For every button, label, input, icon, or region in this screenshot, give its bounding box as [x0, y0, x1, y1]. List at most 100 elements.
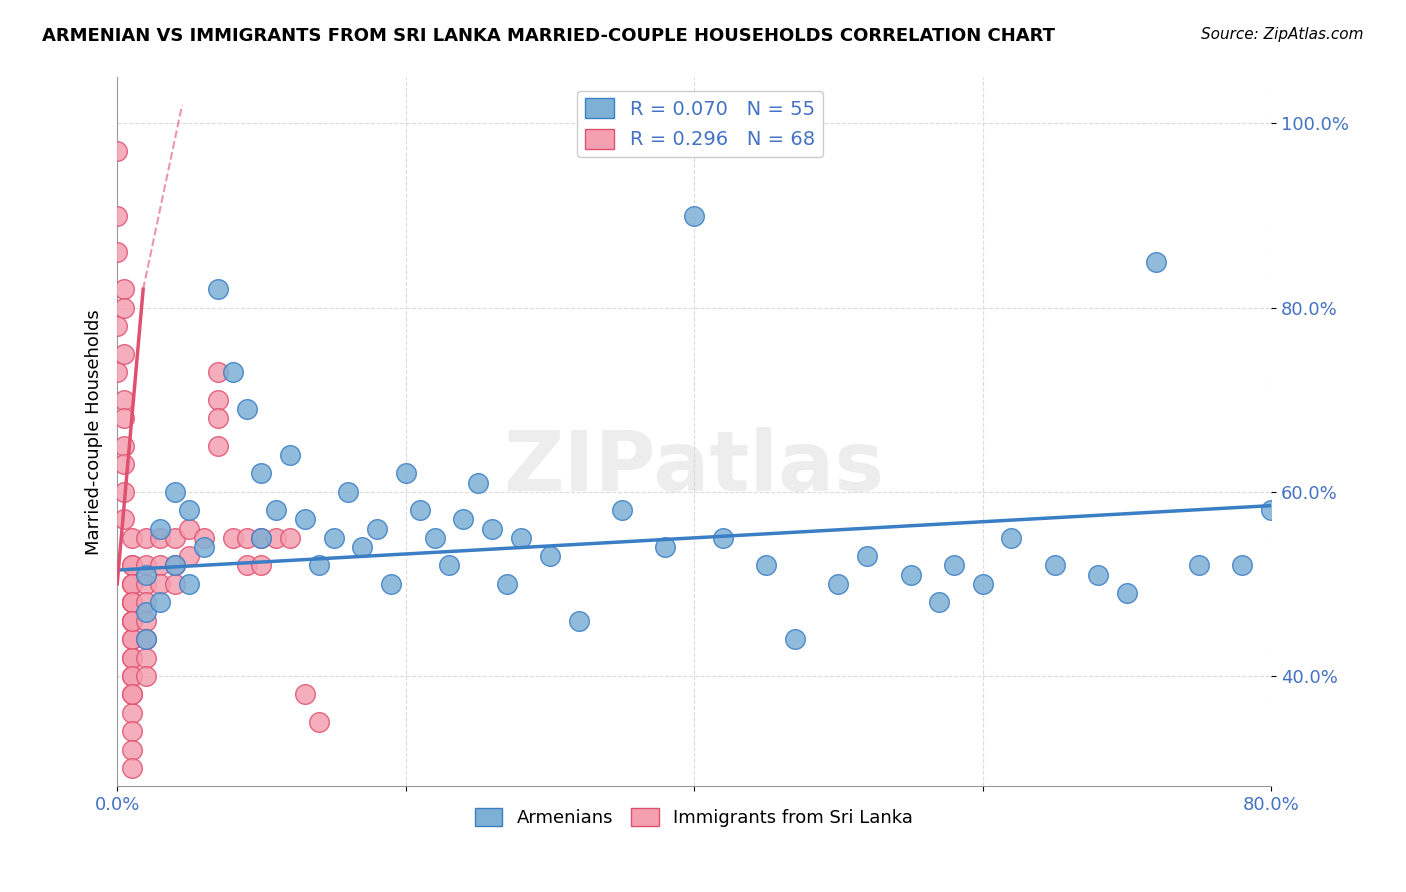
- Point: [121, 706, 143, 720]
- Point: [510, 531, 533, 545]
- Point: [294, 512, 316, 526]
- Point: [149, 595, 172, 609]
- Point: [207, 392, 229, 407]
- Point: [654, 540, 676, 554]
- Point: [112, 512, 135, 526]
- Point: [1144, 254, 1167, 268]
- Point: [856, 549, 879, 564]
- Point: [135, 605, 157, 619]
- Point: [193, 540, 215, 554]
- Point: [366, 522, 388, 536]
- Point: [163, 531, 186, 545]
- Point: [121, 558, 143, 573]
- Point: [1232, 558, 1254, 573]
- Point: [112, 301, 135, 315]
- Point: [942, 558, 965, 573]
- Point: [121, 669, 143, 683]
- Point: [105, 245, 128, 260]
- Text: Source: ZipAtlas.com: Source: ZipAtlas.com: [1201, 27, 1364, 42]
- Point: [1260, 503, 1282, 517]
- Point: [149, 531, 172, 545]
- Point: [163, 558, 186, 573]
- Point: [207, 282, 229, 296]
- Point: [610, 503, 633, 517]
- Point: [221, 365, 243, 379]
- Point: [236, 558, 259, 573]
- Point: [135, 614, 157, 628]
- Point: [105, 144, 128, 158]
- Point: [112, 411, 135, 425]
- Point: [121, 650, 143, 665]
- Text: ARMENIAN VS IMMIGRANTS FROM SRI LANKA MARRIED-COUPLE HOUSEHOLDS CORRELATION CHAR: ARMENIAN VS IMMIGRANTS FROM SRI LANKA MA…: [42, 27, 1054, 45]
- Point: [149, 577, 172, 591]
- Point: [395, 467, 418, 481]
- Point: [112, 439, 135, 453]
- Point: [207, 411, 229, 425]
- Point: [105, 319, 128, 334]
- Point: [250, 531, 273, 545]
- Point: [135, 650, 157, 665]
- Point: [409, 503, 432, 517]
- Point: [972, 577, 994, 591]
- Point: [1087, 567, 1109, 582]
- Point: [149, 522, 172, 536]
- Point: [121, 687, 143, 701]
- Point: [568, 614, 591, 628]
- Point: [308, 714, 330, 729]
- Point: [121, 595, 143, 609]
- Point: [683, 209, 706, 223]
- Point: [250, 467, 273, 481]
- Point: [193, 531, 215, 545]
- Point: [121, 614, 143, 628]
- Point: [928, 595, 950, 609]
- Point: [1043, 558, 1066, 573]
- Point: [135, 531, 157, 545]
- Point: [121, 614, 143, 628]
- Point: [755, 558, 778, 573]
- Point: [207, 439, 229, 453]
- Point: [827, 577, 849, 591]
- Point: [121, 614, 143, 628]
- Point: [207, 365, 229, 379]
- Point: [437, 558, 460, 573]
- Point: [135, 577, 157, 591]
- Point: [149, 558, 172, 573]
- Point: [250, 531, 273, 545]
- Point: [135, 595, 157, 609]
- Point: [900, 567, 922, 582]
- Point: [294, 687, 316, 701]
- Point: [278, 448, 301, 462]
- Point: [105, 365, 128, 379]
- Point: [278, 531, 301, 545]
- Point: [1115, 586, 1137, 600]
- Point: [1188, 558, 1211, 573]
- Point: [179, 522, 201, 536]
- Point: [135, 669, 157, 683]
- Point: [453, 512, 475, 526]
- Point: [163, 577, 186, 591]
- Point: [163, 484, 186, 499]
- Point: [121, 650, 143, 665]
- Point: [785, 632, 807, 647]
- Point: [250, 558, 273, 573]
- Point: [380, 577, 402, 591]
- Point: [467, 475, 489, 490]
- Point: [112, 457, 135, 471]
- Legend: Armenians, Immigrants from Sri Lanka: Armenians, Immigrants from Sri Lanka: [468, 800, 920, 834]
- Point: [112, 282, 135, 296]
- Point: [179, 549, 201, 564]
- Point: [121, 595, 143, 609]
- Point: [481, 522, 503, 536]
- Point: [121, 724, 143, 739]
- Y-axis label: Married-couple Households: Married-couple Households: [86, 310, 103, 555]
- Point: [495, 577, 517, 591]
- Point: [121, 669, 143, 683]
- Point: [423, 531, 446, 545]
- Point: [112, 347, 135, 361]
- Point: [179, 503, 201, 517]
- Point: [264, 503, 287, 517]
- Point: [112, 392, 135, 407]
- Point: [308, 558, 330, 573]
- Point: [121, 558, 143, 573]
- Point: [121, 761, 143, 775]
